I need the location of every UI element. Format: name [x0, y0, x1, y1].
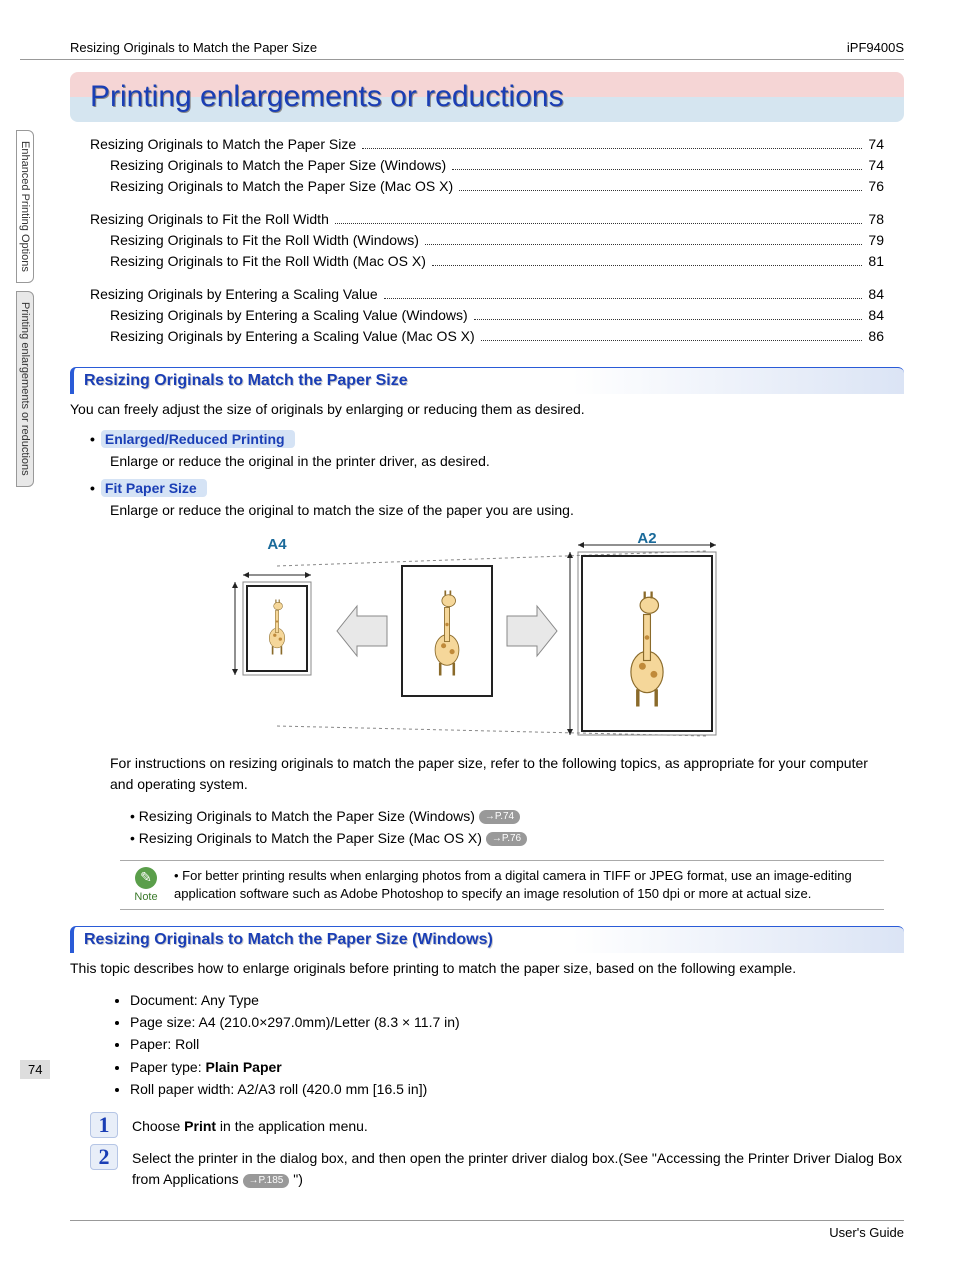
step-1: 1 Choose Print in the application menu. [90, 1112, 904, 1138]
page-header: Resizing Originals to Match the Paper Si… [20, 40, 904, 60]
page-footer: User's Guide [70, 1220, 904, 1240]
topic-links: • Resizing Originals to Match the Paper … [130, 805, 904, 850]
section-header-resize-windows: Resizing Originals to Match the Paper Si… [70, 926, 904, 953]
side-tab-enlargements[interactable]: Printing enlargements or reductions [16, 291, 34, 487]
toc-entry[interactable]: Resizing Originals to Fit the Roll Width… [90, 209, 884, 230]
table-of-contents: Resizing Originals to Match the Paper Si… [90, 134, 884, 347]
example-item: Roll paper width: A2/A3 roll (420.0 mm [… [130, 1078, 904, 1100]
note-box: ✎ Note • For better printing results whe… [120, 860, 884, 910]
page-ref-link[interactable]: →P.185 [243, 1174, 290, 1188]
step-number-icon: 1 [90, 1112, 118, 1138]
sub1-text: Enlarge or reduce the original in the pr… [110, 452, 904, 472]
toc-sub-entry[interactable]: Resizing Originals to Match the Paper Si… [90, 176, 884, 197]
sub2-text: Enlarge or reduce the original to match … [110, 501, 904, 521]
toc-entry[interactable]: Resizing Originals by Entering a Scaling… [90, 284, 884, 305]
section1-intro: You can freely adjust the size of origin… [70, 400, 904, 420]
pill-enlarged-reduced: Enlarged/Reduced Printing [101, 430, 295, 448]
header-left: Resizing Originals to Match the Paper Si… [70, 40, 317, 55]
toc-sub-entry[interactable]: Resizing Originals to Fit the Roll Width… [90, 230, 884, 251]
subhead-enlarged-reduced: • Enlarged/Reduced Printing [90, 430, 904, 448]
example-item: Paper: Roll [130, 1033, 904, 1055]
page-ref-link[interactable]: →P.74 [479, 810, 520, 824]
title-banner: Printing enlargements or reductions [70, 72, 904, 122]
side-tab-enhanced-printing[interactable]: Enhanced Printing Options [16, 130, 34, 283]
bullet-icon: • [90, 431, 95, 447]
header-right: iPF9400S [847, 40, 904, 55]
section2-intro: This topic describes how to enlarge orig… [70, 959, 904, 979]
step-number-icon: 2 [90, 1144, 118, 1170]
toc-sub-entry[interactable]: Resizing Originals by Entering a Scaling… [90, 326, 884, 347]
topic-link[interactable]: • Resizing Originals to Match the Paper … [130, 827, 904, 849]
step-1-text: Choose Print in the application menu. [132, 1112, 368, 1137]
note-text: • For better printing results when enlar… [174, 867, 876, 903]
example-item: Paper type: Plain Paper [130, 1056, 904, 1078]
bullet-icon: • [90, 480, 95, 496]
toc-sub-entry[interactable]: Resizing Originals to Fit the Roll Width… [90, 251, 884, 272]
topic-link[interactable]: • Resizing Originals to Match the Paper … [130, 805, 904, 827]
toc-sub-entry[interactable]: Resizing Originals to Match the Paper Si… [90, 155, 884, 176]
subhead-fit-paper: • Fit Paper Size [90, 479, 904, 497]
side-tabs: Enhanced Printing Options Printing enlar… [16, 130, 34, 495]
section-header-resize-match: Resizing Originals to Match the Paper Si… [70, 367, 904, 394]
page-title: Printing enlargements or reductions [90, 80, 884, 114]
example-list: Document: Any TypePage size: A4 (210.0×2… [110, 989, 904, 1101]
diagram-label-a4: A4 [267, 536, 287, 553]
step-2: 2 Select the printer in the dialog box, … [90, 1144, 904, 1190]
instructions-para: For instructions on resizing originals t… [110, 753, 884, 795]
pill-fit-paper: Fit Paper Size [101, 479, 207, 497]
step-2-text: Select the printer in the dialog box, an… [132, 1144, 904, 1190]
note-icon: ✎ Note [128, 867, 164, 903]
page-number-side: 74 [20, 1060, 50, 1079]
toc-entry[interactable]: Resizing Originals to Match the Paper Si… [90, 134, 884, 155]
example-item: Document: Any Type [130, 989, 904, 1011]
example-item: Page size: A4 (210.0×297.0mm)/Letter (8.… [130, 1011, 904, 1033]
section-heading: Resizing Originals to Match the Paper Si… [84, 931, 894, 949]
section-heading: Resizing Originals to Match the Paper Si… [84, 372, 894, 390]
page-ref-link[interactable]: →P.76 [486, 832, 527, 846]
toc-sub-entry[interactable]: Resizing Originals by Entering a Scaling… [90, 305, 884, 326]
resize-diagram: A4 A2 [207, 531, 767, 741]
